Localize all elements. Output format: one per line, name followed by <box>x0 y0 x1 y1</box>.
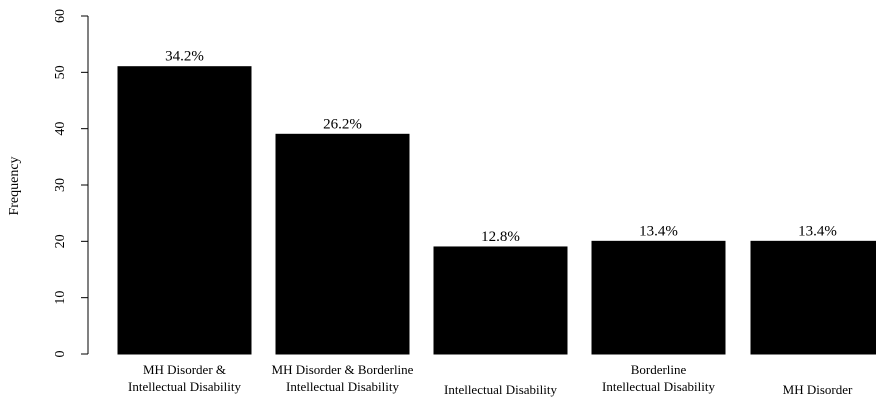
y-axis-title: Frequency <box>7 156 22 215</box>
bar <box>433 246 568 355</box>
bars-group <box>117 66 876 355</box>
bar <box>750 240 876 355</box>
x-tick-label: MH Disorder & <box>143 362 226 377</box>
bar-data-label: 26.2% <box>323 116 362 132</box>
data-labels-group: 34.2% 26.2% 12.8% 13.4% 13.4% <box>165 49 837 245</box>
bar <box>275 133 410 355</box>
x-tick-label: MH Disorder & Borderline <box>272 362 414 377</box>
bar <box>117 66 252 355</box>
y-tick-label: 10 <box>53 291 68 305</box>
x-tick-label: Intellectual Disability <box>286 379 399 394</box>
bar <box>591 240 726 355</box>
x-tick-label: Intellectual Disability <box>128 379 241 394</box>
bar-data-label: 13.4% <box>639 223 678 239</box>
y-tick-label: 30 <box>53 178 68 192</box>
y-tick-label: 0 <box>53 351 68 358</box>
y-axis: 0 10 20 30 40 50 60 <box>53 9 89 358</box>
x-tick-label: Intellectual Disability <box>602 379 715 394</box>
y-tick-label: 20 <box>53 234 68 248</box>
y-tick-label: 40 <box>53 122 68 136</box>
x-tick-label: MH Disorder <box>783 382 853 397</box>
x-tick-label: Intellectual Disability <box>444 382 557 397</box>
x-tick-label: Borderline <box>631 362 687 377</box>
y-tick-label: 50 <box>53 65 68 79</box>
bar-data-label: 12.8% <box>481 229 520 245</box>
x-tick-labels-group: MH Disorder & Intellectual Disability MH D… <box>128 362 853 397</box>
bar-data-label: 34.2% <box>165 49 204 65</box>
bar-data-label: 13.4% <box>798 223 837 239</box>
y-tick-label: 60 <box>53 9 68 23</box>
